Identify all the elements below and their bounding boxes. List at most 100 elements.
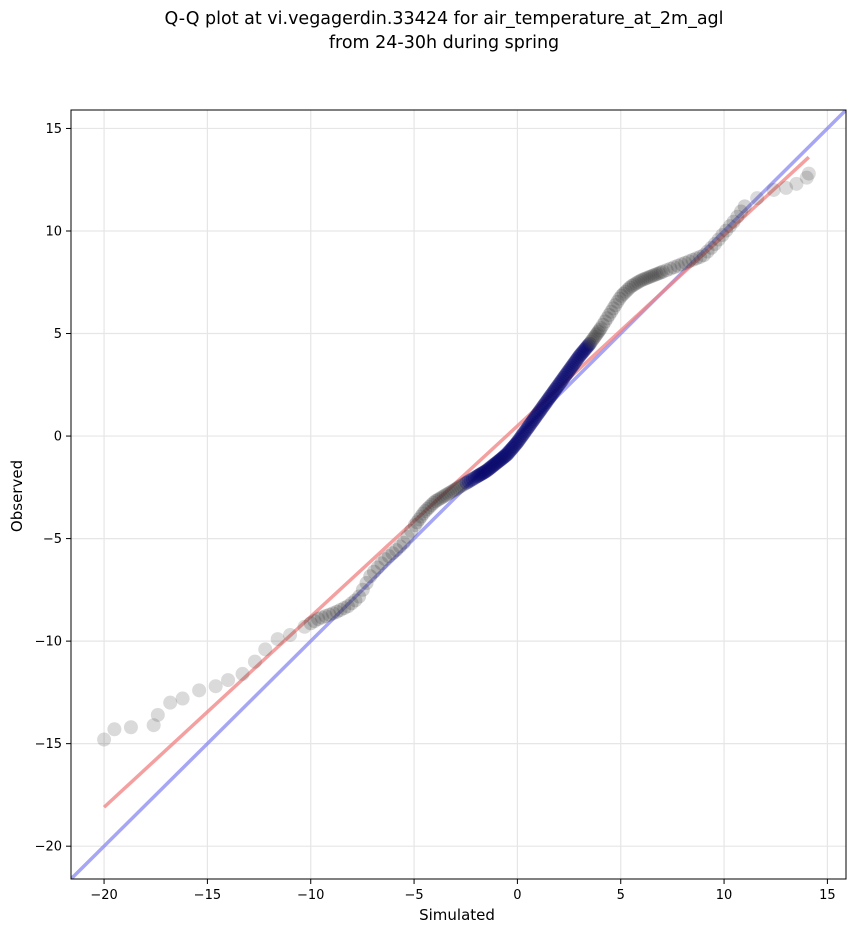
- scatter-point: [378, 552, 393, 567]
- scatter-point: [554, 374, 569, 389]
- scatter-point: [463, 473, 478, 488]
- reference-line: [71, 110, 846, 879]
- scatter-point: [192, 683, 207, 698]
- scatter-point: [561, 364, 576, 379]
- scatter-point: [445, 484, 460, 499]
- y-tick-label: −20: [35, 840, 62, 855]
- chart-title-line-1: Q-Q plot at vi.vegagerdin.33424 for air_…: [164, 9, 723, 29]
- scatter-point: [581, 338, 596, 353]
- scatter-point: [593, 321, 608, 336]
- scatter-point: [512, 432, 527, 447]
- scatter-point: [520, 420, 535, 435]
- scatter-point: [455, 478, 470, 493]
- scatter-point: [521, 419, 536, 434]
- scatter-point: [416, 506, 431, 521]
- y-axis: −20 −15 −10 −5 0 5 10 15: [35, 122, 71, 855]
- scatter-point: [400, 529, 415, 544]
- scatter-point: [430, 492, 445, 507]
- scatter-point: [529, 408, 544, 423]
- scatter-point: [513, 431, 528, 446]
- scatter-point: [447, 483, 462, 498]
- scatter-point: [534, 401, 549, 416]
- scatter-point: [329, 604, 344, 619]
- scatter-point: [560, 365, 575, 380]
- scatter-point: [551, 377, 566, 392]
- scatter-point: [571, 350, 586, 365]
- scatter-point: [633, 273, 648, 288]
- scatter-point: [643, 269, 658, 284]
- y-tick-label: −5: [43, 532, 62, 547]
- scatter-point: [766, 182, 781, 197]
- scatter-point: [426, 495, 441, 510]
- x-tick-label: −5: [404, 888, 423, 903]
- scatter-point: [546, 384, 561, 399]
- y-tick-label: 5: [54, 327, 62, 342]
- scatter-point: [579, 341, 594, 356]
- scatter-point: [659, 263, 674, 278]
- scatter-point: [434, 490, 449, 505]
- scatter-point: [707, 236, 722, 251]
- x-tick-label: −10: [297, 888, 324, 903]
- scatter-point: [722, 219, 737, 234]
- scatter-point: [622, 280, 637, 295]
- scatter-point: [711, 232, 726, 247]
- scatter-point: [730, 209, 745, 224]
- scatter-point: [498, 448, 513, 463]
- scatter-point: [726, 214, 741, 229]
- scatter-point: [610, 294, 625, 309]
- scatter-point: [545, 386, 560, 401]
- scatter-point: [258, 642, 273, 657]
- scatter-point: [670, 258, 685, 273]
- scatter-point: [569, 353, 584, 368]
- scatter-point: [576, 344, 591, 359]
- scatter-point: [653, 265, 668, 280]
- scatter-point: [381, 549, 396, 564]
- scatter-point: [504, 442, 519, 457]
- scatter-point: [247, 654, 262, 669]
- scatter-point: [484, 459, 499, 474]
- scatter-point: [540, 393, 555, 408]
- scatter-point: [598, 314, 613, 329]
- scatter-point: [524, 415, 539, 430]
- scatter-point: [548, 382, 563, 397]
- scatter-point: [715, 228, 730, 243]
- scatter-point: [303, 616, 318, 631]
- scatter-point: [693, 249, 708, 264]
- scatter-point: [533, 403, 548, 418]
- scatter-point: [574, 347, 589, 362]
- scatter-point: [348, 593, 363, 608]
- scatter-point: [432, 491, 447, 506]
- scatter-point: [590, 326, 605, 341]
- scatter-point: [536, 398, 551, 413]
- scatter-point: [459, 475, 474, 490]
- plot-area: [71, 110, 846, 879]
- scatter-point: [478, 464, 493, 479]
- reference-line-group: [71, 110, 846, 879]
- scatter-point: [789, 176, 804, 191]
- scatter-point: [678, 255, 693, 270]
- scatter-point: [515, 427, 530, 442]
- scatter-point: [588, 328, 603, 343]
- scatter-point: [674, 257, 689, 272]
- scatter-point: [359, 576, 374, 591]
- scatter-point: [474, 466, 489, 481]
- chart-title-line-2: from 24-30h during spring: [329, 33, 559, 53]
- y-tick-label: 0: [54, 430, 62, 445]
- scatter-point: [502, 445, 517, 460]
- scatter-point: [509, 436, 524, 451]
- scatter-point: [175, 691, 190, 706]
- scatter-point: [297, 619, 312, 634]
- scatter-point: [685, 252, 700, 267]
- scatter-point: [600, 311, 615, 326]
- x-tick-label: 15: [819, 888, 836, 903]
- scatter-point: [469, 469, 484, 484]
- scatter-point: [517, 426, 532, 441]
- x-tick-label: 5: [617, 888, 625, 903]
- scatter-point: [538, 396, 553, 411]
- scatter-point: [591, 324, 606, 339]
- scatter-point: [663, 261, 678, 276]
- scatter-point: [333, 602, 348, 617]
- scatter-point: [479, 463, 494, 478]
- scatter-point: [531, 405, 546, 420]
- scatter-point: [486, 458, 501, 473]
